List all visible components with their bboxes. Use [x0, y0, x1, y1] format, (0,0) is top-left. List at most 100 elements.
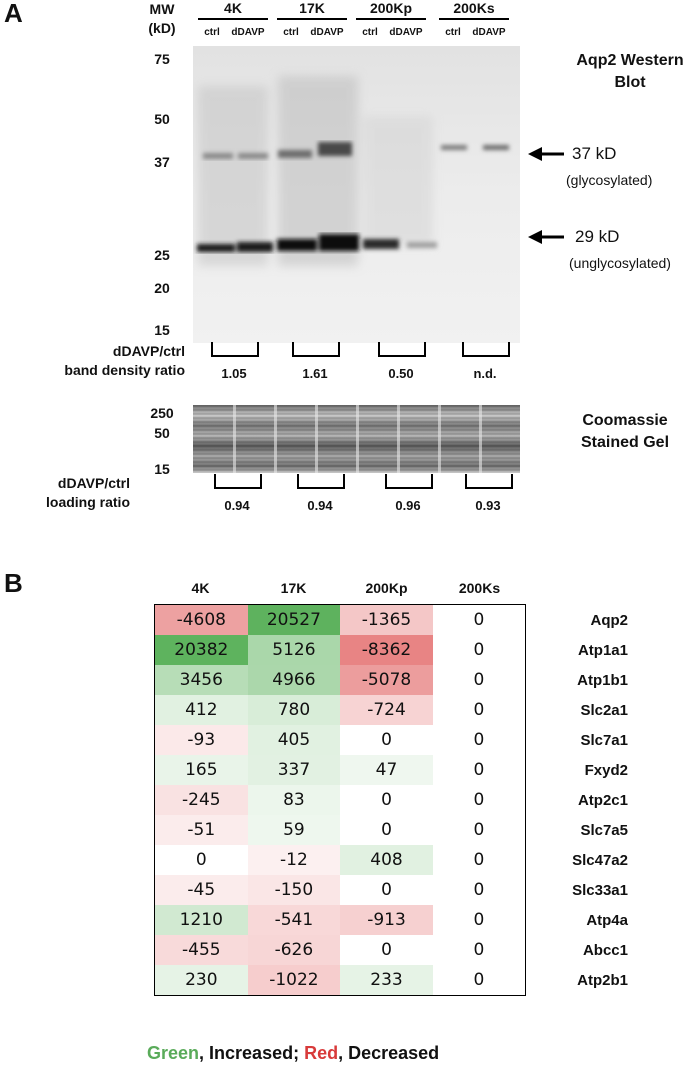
band-37-sublabel: (glycosylated): [566, 172, 653, 188]
coomassie-gel-image: [193, 405, 520, 473]
density-ratio-value: n.d.: [473, 366, 497, 381]
band-29-label: 29 kD: [575, 227, 620, 246]
heatmap-cell: 337: [247, 755, 341, 785]
heatmap-cell: 0: [473, 670, 485, 690]
column-header: 4K: [191, 580, 210, 596]
mw-header: MW (kD): [140, 0, 184, 38]
gel-marker-15: 15: [154, 461, 170, 477]
blot-title-line2: Blot: [614, 74, 646, 91]
arrow-29-icon: [528, 230, 564, 244]
heatmap-cell: 0: [381, 820, 392, 840]
heatmap-cell: -4608: [154, 604, 248, 635]
panel-a-letter: A: [4, 0, 23, 28]
arrow-37-icon: [528, 147, 564, 161]
heatmap-cell: 0: [473, 970, 485, 990]
heatmap-cell: 780: [247, 695, 341, 725]
legend-green: Green: [147, 1043, 200, 1063]
loading-ratio-bracket: [385, 474, 433, 489]
heatmap-cell: 47: [340, 755, 433, 785]
blot-title-line1: Aqp2 Western: [576, 52, 684, 69]
column-header: 17K: [280, 580, 307, 596]
lane-group-underline: [277, 18, 347, 20]
gel-title-line2: Stained Gel: [580, 434, 670, 451]
western-blot-image: [193, 46, 520, 343]
western-blot-svg: [193, 46, 520, 343]
heatmap-table: -4608 20527 -1365 0 20382 5126 -8362 0 3456 4966-…: [154, 604, 526, 996]
lane-sub-label: dDAVP: [231, 27, 265, 38]
mw-marker-15: 15: [154, 322, 170, 338]
lane-group-2: 200Kp: [369, 0, 413, 16]
panel-b-letter: B: [4, 568, 23, 598]
table-row: -93 405 0 0: [154, 725, 526, 755]
mw-marker-20: 20: [154, 280, 170, 296]
gene-label: Slc7a1: [580, 732, 628, 749]
loading-ratio-label: dDAVP/ctrl loading ratio: [0, 474, 130, 512]
heatmap-cell: 5126: [247, 635, 341, 665]
column-header: 200Kp: [365, 580, 408, 596]
table-row: 230 -1022 233 0: [154, 965, 526, 996]
gel-title: Coomassie Stained Gel: [555, 410, 695, 454]
heatmap-cell: 59: [247, 815, 341, 845]
mw-marker-25: 25: [154, 247, 170, 263]
heatmap-cell: -51: [154, 815, 248, 845]
heatmap-cell: 0: [381, 790, 392, 810]
gene-label: Atp2b1: [577, 972, 628, 989]
heatmap-cell: 3456: [154, 665, 248, 695]
gel-title-line1: Coomassie: [582, 412, 668, 429]
heatmap-cell: -724: [340, 695, 433, 725]
heatmap-cell: 0: [195, 850, 207, 870]
heatmap-cell: -913: [340, 905, 433, 935]
table-row: -245 83 0 0: [154, 785, 526, 815]
heatmap-cell: -455: [154, 935, 248, 965]
gene-label: Aqp2: [590, 612, 629, 629]
heatmap-cell: 230: [154, 965, 248, 996]
heatmap-cell: 0: [473, 640, 485, 660]
lane-group-3: 200Ks: [453, 0, 495, 16]
heatmap-cell: -245: [154, 785, 248, 815]
density-ratio-bracket: [292, 342, 340, 357]
gene-label: Atp1a1: [577, 642, 628, 659]
density-ratio-value: 1.05: [221, 366, 247, 381]
density-ratio-label: dDAVP/ctrl band density ratio: [0, 342, 185, 380]
heatmap-cell: -541: [247, 905, 341, 935]
heatmap-cell: 20527: [247, 604, 341, 635]
density-ratio-bracket: [462, 342, 510, 357]
heatmap-cell: 233: [340, 965, 433, 996]
heatmap-cell: 408: [340, 845, 433, 875]
mw-marker-37: 37: [154, 154, 170, 170]
table-row: -45 -150 0 0: [154, 875, 526, 905]
table-row: 20382 5126 -8362 0: [154, 635, 526, 665]
blot-title: Aqp2 Western Blot: [560, 50, 700, 94]
density-ratio-value: 1.61: [302, 366, 328, 381]
heatmap-cell: -8362: [340, 635, 433, 665]
loading-ratio-bracket: [465, 474, 513, 489]
loading-ratio-line2: loading ratio: [46, 494, 130, 510]
density-ratio-line1: dDAVP/ctrl: [112, 343, 185, 359]
heatmap-cell: 165: [154, 755, 248, 785]
heatmap-cell: 0: [473, 940, 485, 960]
lane-group-1: 17K: [299, 0, 325, 16]
gene-label: Atp1b1: [577, 672, 628, 689]
band-29-sublabel: (unglycosylated): [569, 255, 671, 271]
table-row: 165 337 47 0: [154, 755, 526, 785]
heatmap-cell: 0: [473, 790, 485, 810]
table-row: -51 59 0 0: [154, 815, 526, 845]
heatmap-cell: 412: [154, 695, 248, 725]
heatmap-cell: 0: [381, 940, 392, 960]
heatmap-cell: 0: [473, 760, 485, 780]
gene-label: Slc2a1: [580, 702, 628, 719]
heatmap-legend: Green, Increased; Red, Decreased: [147, 1043, 439, 1064]
heatmap-cell: -150: [247, 875, 341, 905]
loading-ratio-value: 0.94: [307, 498, 333, 513]
gene-label: Slc7a5: [580, 822, 628, 839]
heatmap-cell: 1210: [154, 905, 248, 935]
heatmap-cell: 0: [473, 820, 485, 840]
table-row: -455 -626 0 0: [154, 935, 526, 965]
mw-marker-75: 75: [154, 51, 170, 67]
heatmap-cell: 405: [247, 725, 341, 755]
lane-sub-label: dDAVP: [310, 27, 344, 38]
legend-red: Red: [304, 1043, 339, 1063]
loading-ratio-value: 0.93: [475, 498, 501, 513]
gene-label: Atp4a: [586, 912, 628, 929]
heatmap-cell: 0: [473, 610, 485, 630]
